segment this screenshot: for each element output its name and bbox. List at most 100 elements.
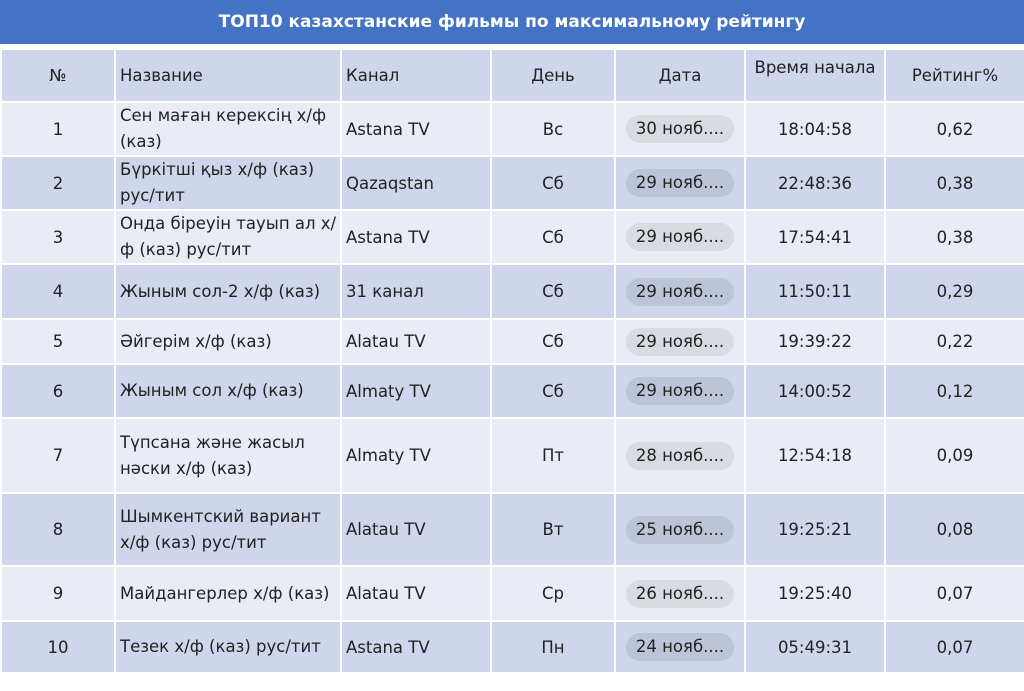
cell-rating: 0,12: [884, 363, 1024, 419]
cell-name: Түпсана және жасыл нәски х/ф (каз): [114, 417, 342, 494]
film-name: Майдангерлер х/ф (каз): [120, 583, 330, 603]
cell-number: 6: [0, 363, 116, 419]
date-chip[interactable]: 24 нояб....: [625, 633, 735, 661]
date-chip[interactable]: 25 нояб....: [625, 515, 735, 544]
col-header-number: №: [0, 48, 116, 103]
table-row: 1 Сен маған керексің х/ф (каз) Astana TV…: [0, 101, 1024, 157]
cell-date: 28 нояб....: [614, 417, 746, 494]
date-chip[interactable]: 29 нояб....: [625, 377, 735, 405]
cell-name: Майдангерлер х/ф (каз): [114, 565, 342, 622]
film-name: Сен маған керексің х/ф (каз): [120, 106, 327, 151]
cell-name: Шымкентский вариант х/ф (каз) рус/тит: [114, 492, 342, 567]
cell-rating: 0,62: [884, 101, 1024, 157]
cell-number: 4: [0, 263, 116, 320]
cell-name: Онда біреуін тауып ал х/ф (каз) рус/тит: [114, 209, 342, 265]
cell-start-time: 14:00:52: [744, 363, 886, 419]
start-time-label: Время начала: [754, 57, 876, 77]
cell-start-time: 22:48:36: [744, 155, 886, 211]
film-name: Әйгерім х/ф (каз): [120, 331, 272, 351]
cell-start-time: 05:49:31: [744, 620, 886, 674]
film-name: Шымкентский вариант х/ф (каз) рус/тит: [120, 506, 321, 552]
date-chip[interactable]: 26 нояб....: [625, 579, 735, 608]
cell-start-time: 11:50:11: [744, 263, 886, 320]
cell-channel: Alatau TV: [340, 565, 492, 622]
film-name: Онда біреуін тауып ал х/ф (каз) рус/тит: [120, 214, 337, 259]
cell-name: Сен маған керексің х/ф (каз): [114, 101, 342, 157]
cell-date: 26 нояб....: [614, 565, 746, 622]
cell-date: 29 нояб....: [614, 318, 746, 365]
cell-number: 2: [0, 155, 116, 211]
col-header-name: Название: [114, 48, 342, 103]
table-title: ТОП10 казахстанские фильмы по максимальн…: [0, 0, 1024, 46]
cell-number: 1: [0, 101, 116, 157]
cell-date: 24 нояб....: [614, 620, 746, 674]
film-name: Жыным сол х/ф (каз): [120, 381, 304, 400]
cell-name: Әйгерім х/ф (каз): [114, 318, 342, 365]
cell-date: 29 нояб....: [614, 363, 746, 419]
cell-day: Ср: [490, 565, 616, 622]
table-row: 8 Шымкентский вариант х/ф (каз) рус/тит …: [0, 492, 1024, 567]
film-name: Тезек х/ф (каз) рус/тит: [120, 637, 321, 656]
table-row: 6 Жыным сол х/ф (каз) Almaty TV Сб 29 но…: [0, 363, 1024, 419]
cell-start-time: 19:25:40: [744, 565, 886, 622]
cell-start-time: 19:25:21: [744, 492, 886, 567]
film-name: Бүркітші қыз х/ф (каз) рус/тит: [120, 160, 315, 205]
cell-start-time: 19:39:22: [744, 318, 886, 365]
col-header-channel: Канал: [340, 48, 492, 103]
header-row: № Название Канал День Дата Время начала …: [0, 48, 1024, 103]
cell-channel: Astana TV: [340, 101, 492, 157]
cell-number: 10: [0, 620, 116, 674]
cell-rating: 0,08: [884, 492, 1024, 567]
cell-name: Жыным сол х/ф (каз): [114, 363, 342, 419]
cell-number: 3: [0, 209, 116, 265]
date-chip[interactable]: 29 нояб....: [625, 277, 735, 306]
cell-rating: 0,09: [884, 417, 1024, 494]
cell-date: 29 нояб....: [614, 155, 746, 211]
cell-number: 8: [0, 492, 116, 567]
cell-channel: Qazaqstan: [340, 155, 492, 211]
cell-start-time: 12:54:18: [744, 417, 886, 494]
cell-day: Сб: [490, 209, 616, 265]
cell-day: Пн: [490, 620, 616, 674]
cell-name: Жыным сол-2 х/ф (каз): [114, 263, 342, 320]
ratings-table: № Название Канал День Дата Время начала …: [0, 48, 1024, 674]
cell-channel: Astana TV: [340, 620, 492, 674]
cell-rating: 0,38: [884, 155, 1024, 211]
cell-day: Вс: [490, 101, 616, 157]
table-row: 2 Бүркітші қыз х/ф (каз) рус/тит Qazaqst…: [0, 155, 1024, 211]
table-row: 3 Онда біреуін тауып ал х/ф (каз) рус/ти…: [0, 209, 1024, 265]
cell-channel: Almaty TV: [340, 417, 492, 494]
cell-number: 7: [0, 417, 116, 494]
cell-rating: 0,07: [884, 620, 1024, 674]
cell-date: 29 нояб....: [614, 263, 746, 320]
date-chip[interactable]: 29 нояб....: [625, 169, 735, 197]
cell-rating: 0,22: [884, 318, 1024, 365]
cell-date: 25 нояб....: [614, 492, 746, 567]
date-chip[interactable]: 30 нояб....: [625, 115, 735, 143]
cell-day: Сб: [490, 155, 616, 211]
cell-channel: Alatau TV: [340, 318, 492, 365]
cell-channel: Astana TV: [340, 209, 492, 265]
date-chip[interactable]: 29 нояб....: [625, 223, 735, 251]
cell-number: 5: [0, 318, 116, 365]
date-chip[interactable]: 29 нояб....: [625, 327, 735, 356]
col-header-rating: Рейтинг%: [884, 48, 1024, 103]
table-row: 9 Майдангерлер х/ф (каз) Alatau TV Ср 26…: [0, 565, 1024, 622]
table-row: 10 Тезек х/ф (каз) рус/тит Astana TV Пн …: [0, 620, 1024, 674]
cell-day: Вт: [490, 492, 616, 567]
cell-date: 30 нояб....: [614, 101, 746, 157]
cell-start-time: 18:04:58: [744, 101, 886, 157]
cell-name: Тезек х/ф (каз) рус/тит: [114, 620, 342, 674]
cell-day: Сб: [490, 363, 616, 419]
col-header-start-time: Время начала: [744, 48, 886, 103]
cell-channel: Almaty TV: [340, 363, 492, 419]
col-header-day: День: [490, 48, 616, 103]
cell-rating: 0,29: [884, 263, 1024, 320]
date-chip[interactable]: 28 нояб....: [625, 441, 735, 470]
cell-channel: Alatau TV: [340, 492, 492, 567]
table-row: 7 Түпсана және жасыл нәски х/ф (каз) Alm…: [0, 417, 1024, 494]
cell-day: Пт: [490, 417, 616, 494]
cell-start-time: 17:54:41: [744, 209, 886, 265]
cell-rating: 0,07: [884, 565, 1024, 622]
cell-rating: 0,38: [884, 209, 1024, 265]
